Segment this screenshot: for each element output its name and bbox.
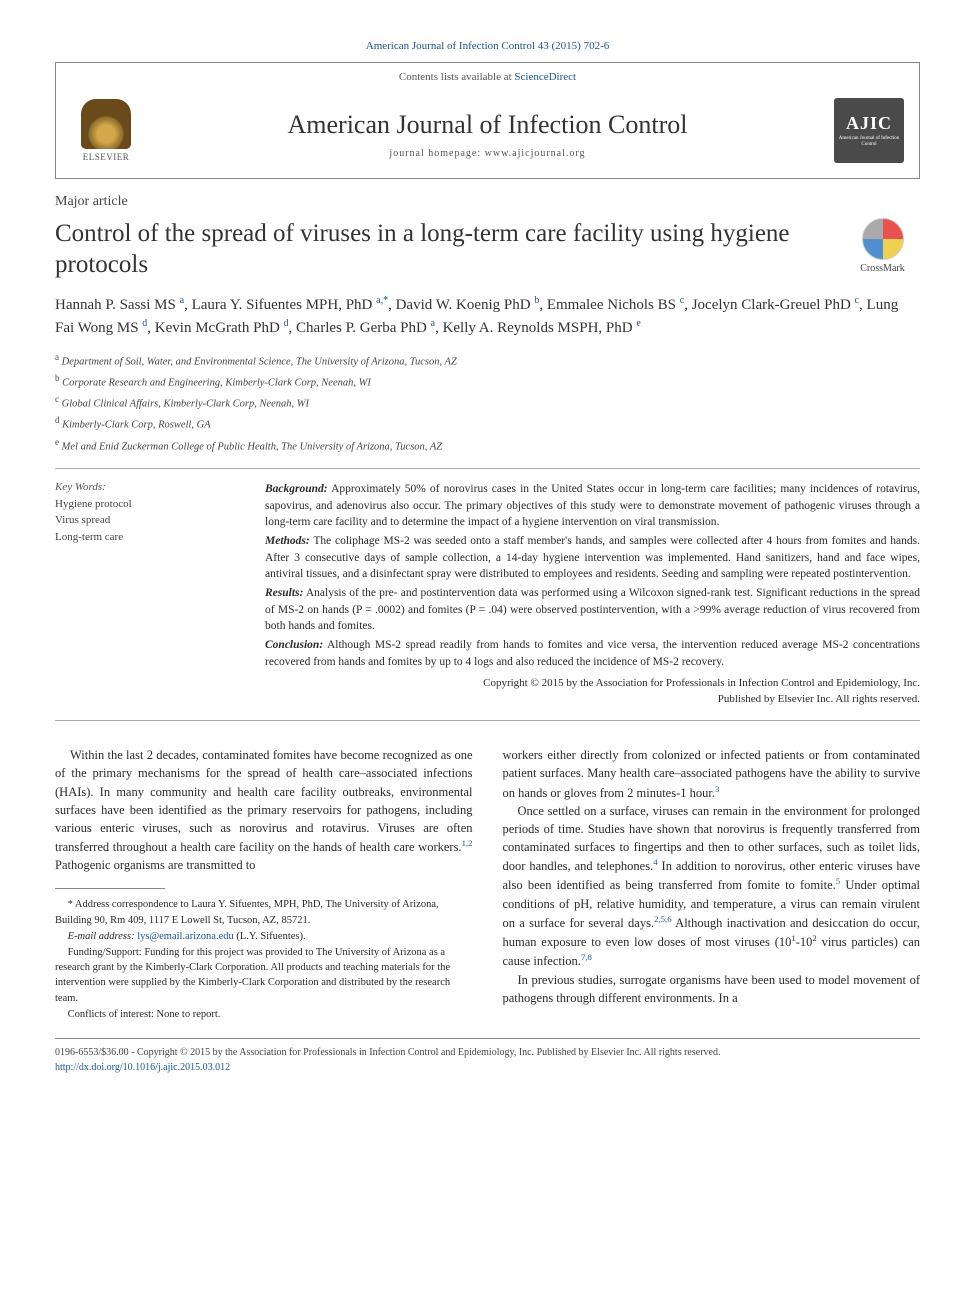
body-paragraph: In previous studies, surrogate organisms… bbox=[503, 971, 921, 1007]
elsevier-logo: ELSEVIER bbox=[71, 93, 141, 168]
email-label: E-mail address: bbox=[68, 931, 138, 942]
article-body: Within the last 2 decades, contaminated … bbox=[55, 746, 920, 1023]
doi-link[interactable]: http://dx.doi.org/10.1016/j.ajic.2015.03… bbox=[55, 1062, 230, 1073]
copyright-issn-line: 0196-6553/$36.00 - Copyright © 2015 by t… bbox=[55, 1045, 920, 1060]
body-text: Pathogenic organisms are transmitted to bbox=[55, 858, 255, 872]
results-label: Results: bbox=[265, 587, 303, 599]
affiliation: d Kimberly-Clark Corp, Roswell, GA bbox=[55, 413, 920, 434]
abstract-section: Background: Approximately 50% of norovir… bbox=[265, 481, 920, 708]
body-text: workers either directly from colonized o… bbox=[503, 748, 921, 799]
reference-link[interactable]: 2,5,6 bbox=[654, 914, 672, 924]
right-column: workers either directly from colonized o… bbox=[503, 746, 921, 1023]
journal-header-box: Contents lists available at ScienceDirec… bbox=[55, 62, 920, 179]
conclusion-label: Conclusion: bbox=[265, 639, 323, 651]
journal-name: American Journal of Infection Control bbox=[141, 110, 834, 140]
keyword: Long-term care bbox=[55, 529, 235, 546]
results-text: Analysis of the pre- and postinterventio… bbox=[265, 587, 920, 632]
body-paragraph: Once settled on a surface, viruses can r… bbox=[503, 802, 921, 971]
crossmark-widget[interactable]: CrossMark bbox=[845, 218, 920, 274]
methods-label: Methods: bbox=[265, 535, 310, 547]
abstract-copyright: Copyright © 2015 by the Association for … bbox=[265, 676, 920, 708]
affiliation: b Corporate Research and Engineering, Ki… bbox=[55, 371, 920, 392]
footnotes: * Address correspondence to Laura Y. Sif… bbox=[55, 897, 473, 1022]
divider bbox=[55, 720, 920, 721]
keywords-label: Key Words: bbox=[55, 481, 235, 493]
citation-header: American Journal of Infection Control 43… bbox=[55, 40, 920, 52]
article-type: Major article bbox=[55, 194, 920, 210]
affiliation: e Mel and Enid Zuckerman College of Publ… bbox=[55, 435, 920, 456]
authors-list: Hannah P. Sassi MS a, Laura Y. Sifuentes… bbox=[55, 293, 920, 340]
reference-link[interactable]: 3 bbox=[715, 784, 719, 794]
homepage-label: journal homepage: bbox=[389, 148, 484, 159]
background-label: Background: bbox=[265, 483, 328, 495]
correspondence-footnote: * Address correspondence to Laura Y. Sif… bbox=[55, 897, 473, 927]
body-text: Within the last 2 decades, contaminated … bbox=[55, 748, 473, 854]
elsevier-tree-icon bbox=[81, 99, 131, 149]
ajic-logo: AJIC American Journal of Infection Contr… bbox=[834, 98, 904, 163]
body-paragraph: Within the last 2 decades, contaminated … bbox=[55, 746, 473, 874]
methods-text: The coliphage MS-2 was seeded onto a sta… bbox=[265, 535, 920, 580]
elsevier-label: ELSEVIER bbox=[83, 152, 130, 162]
homepage-url[interactable]: www.ajicjournal.org bbox=[485, 148, 586, 159]
journal-homepage: journal homepage: www.ajicjournal.org bbox=[141, 148, 834, 159]
email-footnote: E-mail address: lys@email.arizona.edu (L… bbox=[55, 929, 473, 944]
divider bbox=[55, 468, 920, 469]
ajic-sublabel: American Journal of Infection Control bbox=[834, 136, 904, 148]
affiliations-list: a Department of Soil, Water, and Environ… bbox=[55, 350, 920, 456]
keyword: Hygiene protocol bbox=[55, 496, 235, 513]
email-link[interactable]: lys@email.arizona.edu bbox=[137, 931, 234, 942]
article-title: Control of the spread of viruses in a lo… bbox=[55, 218, 825, 281]
copyright-line-2: Published by Elsevier Inc. All rights re… bbox=[265, 692, 920, 708]
sciencedirect-link[interactable]: ScienceDirect bbox=[514, 71, 576, 83]
footnote-divider bbox=[55, 888, 165, 889]
keyword: Virus spread bbox=[55, 512, 235, 529]
body-text: -10 bbox=[796, 935, 813, 949]
conflicts-footnote: Conflicts of interest: None to report. bbox=[55, 1007, 473, 1022]
body-paragraph: workers either directly from colonized o… bbox=[503, 746, 921, 802]
contents-line: Contents lists available at ScienceDirec… bbox=[56, 63, 919, 88]
funding-footnote: Funding/Support: Funding for this projec… bbox=[55, 945, 473, 1006]
crossmark-icon bbox=[862, 218, 904, 260]
affiliation: c Global Clinical Affairs, Kimberly-Clar… bbox=[55, 392, 920, 413]
keywords-section: Key Words: Hygiene protocol Virus spread… bbox=[55, 481, 235, 708]
left-column: Within the last 2 decades, contaminated … bbox=[55, 746, 473, 1023]
crossmark-label: CrossMark bbox=[845, 263, 920, 274]
background-text: Approximately 50% of norovirus cases in … bbox=[265, 483, 920, 528]
reference-link[interactable]: 1,2 bbox=[462, 838, 473, 848]
bottom-rule bbox=[55, 1038, 920, 1039]
email-tail: (L.Y. Sifuentes). bbox=[234, 931, 306, 942]
reference-link[interactable]: 7,8 bbox=[581, 952, 592, 962]
contents-text: Contents lists available at bbox=[399, 71, 514, 83]
ajic-label: AJIC bbox=[846, 113, 892, 134]
affiliation: a Department of Soil, Water, and Environ… bbox=[55, 350, 920, 371]
bottom-copyright: 0196-6553/$36.00 - Copyright © 2015 by t… bbox=[55, 1045, 920, 1075]
copyright-line-1: Copyright © 2015 by the Association for … bbox=[265, 676, 920, 692]
conclusion-text: Although MS-2 spread readily from hands … bbox=[265, 639, 920, 668]
